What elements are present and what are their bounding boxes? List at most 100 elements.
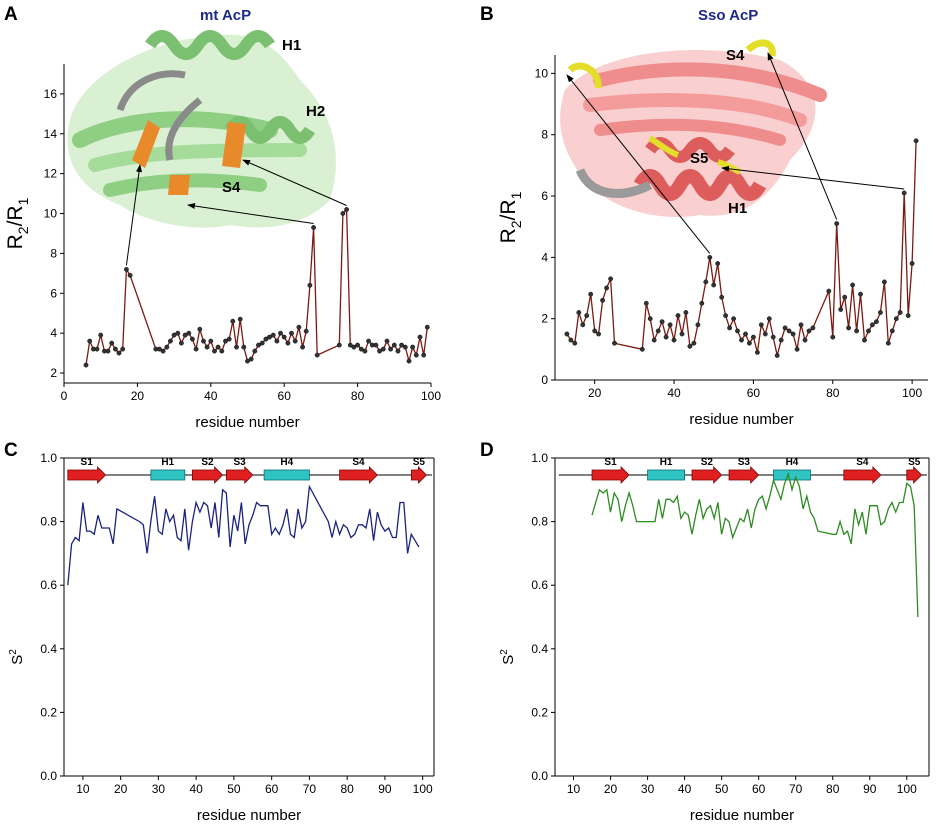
chart-b-data-point — [596, 331, 601, 337]
chart-b-data-point — [810, 325, 816, 331]
chart-b-data-point — [850, 282, 855, 288]
chart-b-data-point — [758, 322, 764, 328]
chart-b-x-tick-label: 100 — [902, 386, 922, 400]
chart-a-data-point — [94, 346, 100, 352]
chart-d-ss-label: H1 — [660, 457, 673, 468]
chart-b-data-point — [743, 331, 748, 337]
chart-a-data-point — [384, 338, 390, 344]
chart-a-data-point — [358, 346, 364, 352]
chart-a-data-point — [402, 344, 408, 350]
chart-a-data-point — [252, 348, 258, 354]
chart-b-data-point — [901, 190, 907, 196]
chart-b-data-point — [870, 322, 875, 328]
chart-a-y-tick-label: 4 — [50, 326, 57, 340]
chart-a-data-point — [311, 225, 316, 230]
chart-b-data-point — [878, 310, 883, 315]
chart-b-data-point — [913, 138, 919, 144]
chart-a-x-tick-label: 0 — [61, 389, 68, 403]
chart-d-x-tick-label: 90 — [863, 782, 877, 796]
chart-c-x-tick-label: 100 — [413, 782, 433, 796]
chart-b-data-point — [655, 328, 661, 334]
chart-b-data-point — [604, 285, 609, 291]
chart-b-data-point — [834, 221, 840, 227]
chart-c-x-tick-label: 90 — [378, 782, 392, 796]
chart-d-ss-label: S1 — [604, 457, 617, 468]
chart-a-data-point — [362, 348, 368, 354]
chart-a-data-point — [274, 338, 280, 344]
chart-a-data-point — [307, 282, 313, 288]
chart-a-y-tick-label: 14 — [44, 127, 58, 141]
chart-b-data-point — [874, 319, 879, 325]
annotation-arrows — [125, 52, 905, 266]
chart-b-data-point — [774, 353, 780, 358]
chart-d-y-tick-label: 0.2 — [531, 705, 548, 719]
mt-acp-label-h2: H2 — [306, 103, 325, 120]
chart-b-data-point — [751, 334, 756, 340]
chart-b-x-tick-label: 20 — [588, 386, 602, 400]
chart-a-data-point — [245, 358, 250, 364]
chart-b-annotation-arrow — [566, 74, 711, 254]
chart-a-annotation-arrow — [125, 164, 143, 266]
chart-a-data-point — [267, 334, 272, 340]
chart-a-data-point — [226, 336, 232, 342]
chart-d-ss-label: H4 — [786, 457, 799, 468]
chart-d-ss-helix-h1 — [647, 469, 686, 481]
chart-d-ss-label: S4 — [856, 457, 869, 468]
chart-a-data-point — [223, 338, 228, 344]
chart-b-data-point — [568, 337, 574, 343]
chart-a-x-axis-title: residue number — [195, 414, 299, 431]
chart-a-data-point — [351, 344, 357, 350]
chart-b-data-point — [612, 340, 617, 346]
chart-c-ss-label: S1 — [81, 457, 94, 468]
chart-b-data-point — [802, 337, 808, 343]
chart-b-data-point — [588, 291, 594, 297]
chart-b-data-point — [889, 328, 895, 334]
chart-b-data-point — [639, 346, 645, 352]
chart-d-x-tick-label: 100 — [897, 782, 917, 796]
chart-b-data-point — [830, 334, 836, 340]
chart-c-x-axis-title: residue number — [197, 807, 301, 824]
chart-c-ss-label: H1 — [161, 457, 174, 468]
chart-a-x-tick-label: 20 — [131, 389, 145, 403]
chart-b: 20 40 60 80 100 0 2 4 6 8 10 residue number R2/R1 — [497, 55, 928, 428]
chart-a-data-point — [278, 330, 283, 336]
chart-d-y-axis-title: S2 — [499, 649, 517, 665]
panel-b: B Sso AcP S4 S5 H1 20 40 60 80 100 0 2 4 6 8 10 res… — [480, 4, 928, 428]
chart-b-data-point — [707, 254, 713, 260]
chart-a-data-point — [98, 332, 104, 338]
chart-b-data-point — [893, 316, 899, 322]
chart-b-data-point — [897, 310, 903, 315]
chart-a-data-point — [314, 352, 320, 358]
chart-c: 10 20 30 40 50 60 70 80 90 100 0.0 0.2 0.4 0.6 0.8 1.0 r… — [8, 451, 435, 824]
chart-b-x-tick-label: 80 — [826, 386, 840, 400]
chart-b-data-point — [715, 261, 721, 266]
chart-a-data-point — [395, 348, 401, 354]
chart-b-y-tick-label: 10 — [535, 66, 549, 80]
chart-c-ss-strand-s2 — [191, 466, 224, 484]
chart-c-y-tick-label: 0.2 — [40, 705, 57, 719]
chart-a-data-point — [373, 342, 379, 348]
chart-b-data-point — [882, 279, 887, 285]
chart-c-ss-helix-h1 — [150, 469, 186, 481]
panel-d: D 10 20 30 40 50 60 70 80 90 100 0.0 0.2 0.4 0.6 0.8 1.… — [480, 440, 930, 824]
mt-acp-structure-illustration: H1 H2 S4 — [67, 30, 336, 228]
chart-b-data-point — [790, 331, 796, 337]
chart-b-data-point — [747, 340, 752, 346]
chart-b-y-axis-title: R2/R1 — [497, 191, 524, 243]
chart-a-annotation-arrow — [187, 203, 314, 224]
chart-b-data-point — [862, 337, 867, 343]
chart-d-ss-label: S2 — [701, 457, 714, 468]
panel-c: C 10 20 30 40 50 60 70 80 90 100 0.0 0.2 0.4 0.6 0.8 1.… — [4, 440, 435, 824]
sso-acp-structure-illustration: S4 S5 H1 — [560, 39, 827, 217]
panel-a-title: mt AcP — [200, 7, 251, 24]
chart-a-data-point — [230, 318, 236, 324]
chart-a-y-tick-label: 16 — [44, 87, 58, 101]
chart-a-data-point — [241, 344, 247, 350]
chart-a-data-point — [347, 342, 353, 348]
chart-b-data-point — [762, 331, 768, 337]
chart-c-x-tick-label: 70 — [303, 782, 317, 796]
chart-b-data-point — [727, 325, 732, 331]
chart-a-data-point — [127, 272, 133, 278]
chart-b-data-point — [770, 334, 776, 340]
chart-a-data-point — [178, 340, 184, 346]
